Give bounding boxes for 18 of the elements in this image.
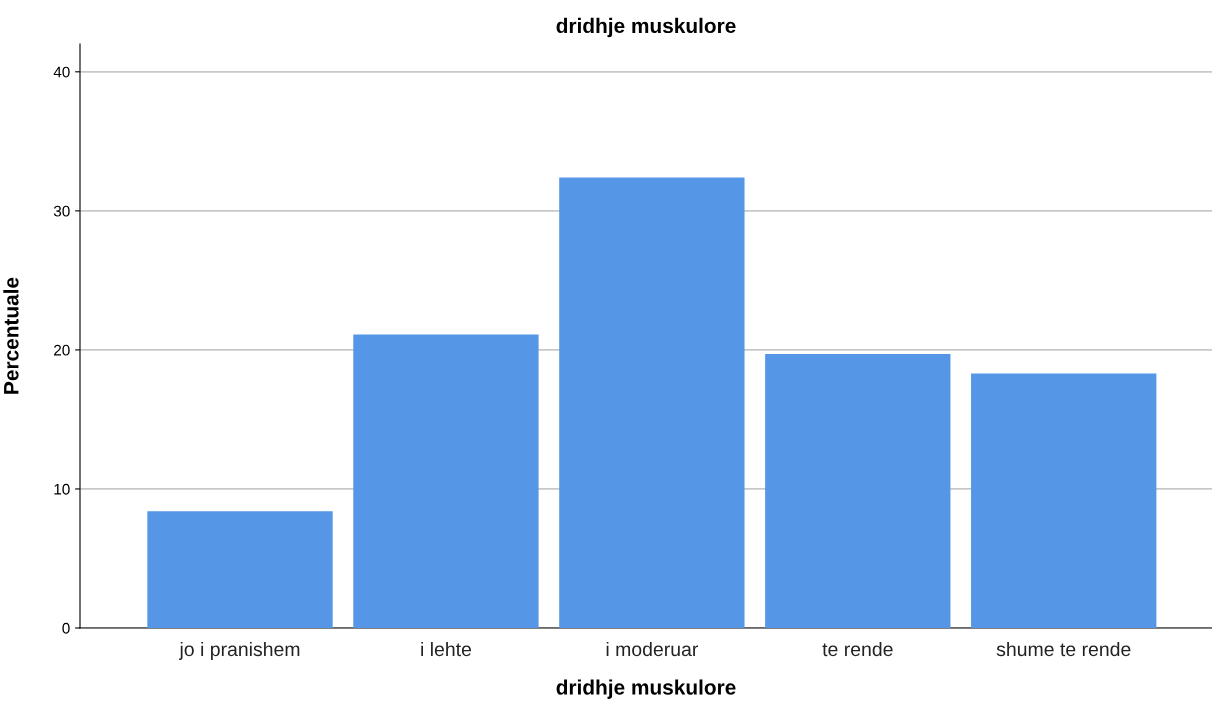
y-tick-label: 20 (54, 344, 70, 356)
x-axis-title: dridhje muskulore (556, 679, 736, 699)
y-axis-title: Percentuale (3, 277, 19, 394)
x-tick-label: i moderuar (606, 641, 699, 657)
x-tick-label: te rende (822, 641, 893, 657)
x-tick-label: jo i pranishem (179, 641, 300, 661)
bar (353, 334, 539, 628)
x-tick-label: shume te rende (996, 641, 1131, 657)
chart-title: dridhje muskulore (556, 17, 736, 38)
x-tick-label: i lehte (421, 641, 472, 657)
y-tick-label: 10 (54, 483, 70, 495)
y-tick-label: 30 (53, 205, 70, 217)
bar (559, 177, 745, 628)
bar (765, 354, 951, 628)
y-tick-label: 0 (62, 622, 70, 634)
bar (971, 373, 1157, 628)
y-tick-label: 40 (53, 66, 70, 78)
bar (147, 511, 333, 628)
